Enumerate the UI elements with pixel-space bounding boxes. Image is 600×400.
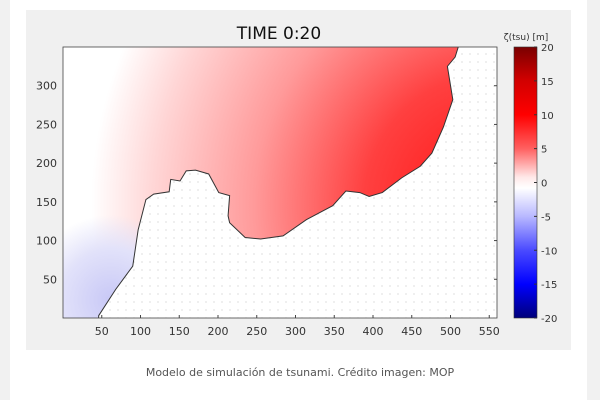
x-tick-label: 350 (324, 325, 345, 338)
x-tick-label: 500 (440, 325, 461, 338)
page-margin-right (587, 0, 600, 400)
x-tick-label: 200 (208, 325, 229, 338)
map-plot: TIME 0:20 ζ(tsu) [m] 50 100 150 200 250 300 35… (36, 24, 557, 338)
x-tick-label: 250 (246, 325, 267, 338)
sea-trough-region (63, 47, 459, 318)
colorbar-tick-label: 20 (541, 43, 554, 54)
x-tick-label: 100 (130, 325, 151, 338)
plot-frame (62, 46, 498, 319)
colorbar (513, 46, 538, 319)
y-tick-label: 150 (36, 196, 57, 209)
y-tick-label: 50 (43, 273, 57, 286)
page-margin-left (0, 0, 10, 400)
x-tick-label: 400 (363, 325, 384, 338)
colorbar-tick-label: 0 (541, 179, 547, 190)
x-tick-label: 50 (95, 325, 109, 338)
figure-caption: Modelo de simulación de tsunami. Crédito… (145, 366, 455, 379)
chart-title: TIME 0:20 (236, 24, 321, 44)
x-tick-label: 450 (401, 325, 422, 338)
colorbar-tick-label: 5 (541, 145, 547, 156)
x-tick-label: 550 (479, 325, 500, 338)
colorbar-tick-label: -15 (541, 280, 557, 291)
coastline (98, 47, 459, 318)
map-layers (63, 47, 497, 318)
colorbar-tick-label: 10 (541, 111, 554, 122)
tsunami-simulation-figure: TIME 0:20 ζ(tsu) [m] 50 100 150 200 250 300 35… (26, 10, 571, 350)
colorbar-tick-label: -10 (541, 246, 557, 257)
colorbar-tick-label: -20 (541, 314, 557, 325)
x-tick-label: 150 (169, 325, 190, 338)
y-tick-label: 200 (36, 157, 57, 170)
y-tick-label: 300 (36, 80, 57, 93)
colorbar-label: ζ(tsu) [m] (504, 33, 549, 43)
y-tick-label: 100 (36, 235, 57, 248)
colorbar-tick-label: 15 (541, 77, 554, 88)
x-tick-label: 300 (285, 325, 306, 338)
y-tick-label: 250 (36, 118, 57, 131)
colorbar-tick-label: -5 (541, 212, 551, 223)
